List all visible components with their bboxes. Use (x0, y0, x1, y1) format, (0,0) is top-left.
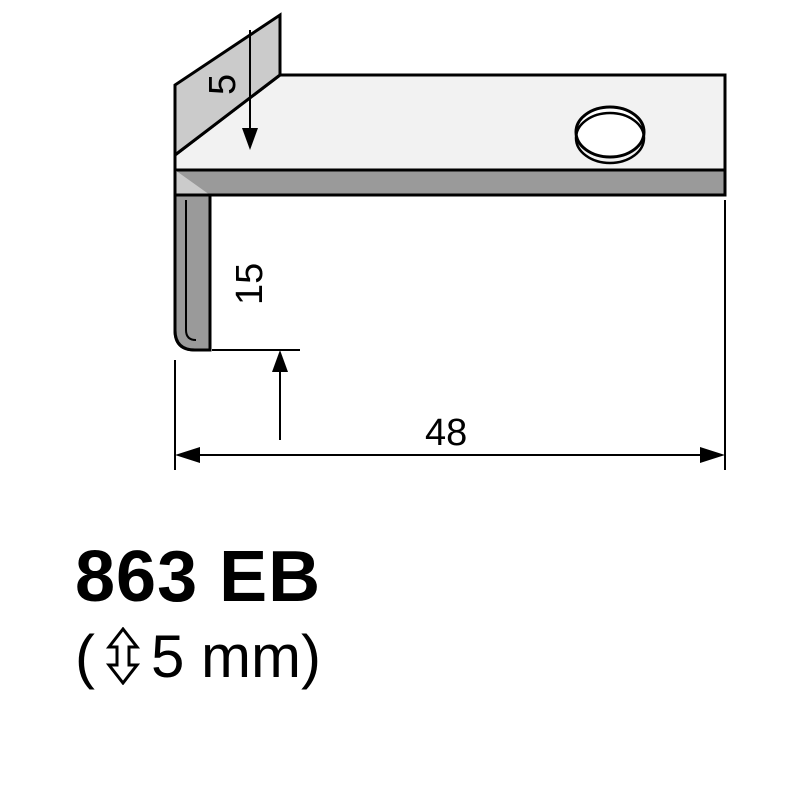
dim-height-label: 15 (229, 263, 271, 305)
dim-width-label: 48 (425, 412, 467, 454)
product-code: 863 EB (75, 540, 321, 616)
mounting-hole (576, 107, 644, 157)
product-subtitle: ( 5 mm) (75, 622, 321, 691)
dim-thickness-label: 5 (202, 74, 244, 95)
sub-value: 5 mm) (151, 622, 321, 691)
dimension-height: 15 (212, 263, 300, 440)
updown-icon (101, 627, 145, 685)
title-block: 863 EB ( 5 mm) (75, 540, 321, 691)
sub-prefix: ( (75, 622, 95, 691)
dimension-width: 48 (175, 200, 725, 470)
diagram-stage: 5 15 48 863 EB ( (0, 0, 800, 800)
